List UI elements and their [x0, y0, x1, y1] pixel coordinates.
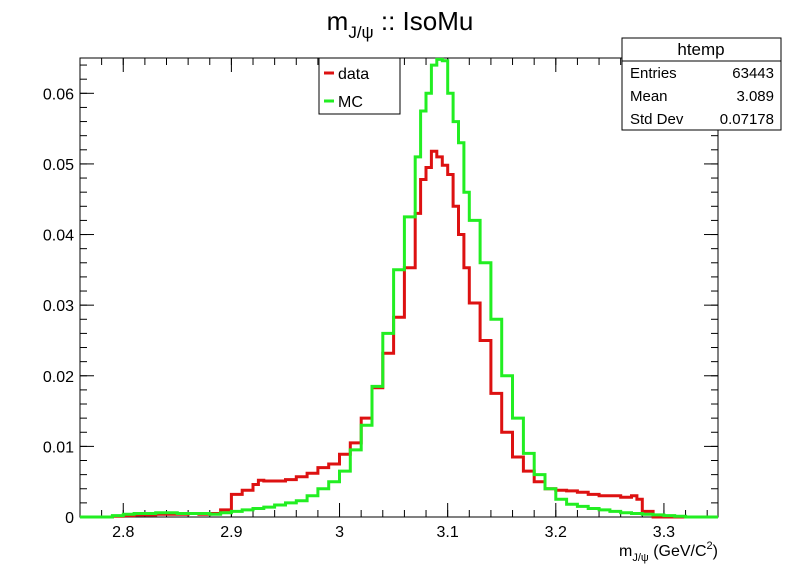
stats-value-entries: 63443 — [732, 65, 774, 82]
stats-title: htemp — [677, 40, 724, 59]
y-tick-label: 0.01 — [43, 439, 74, 456]
stats-label-entries: Entries — [630, 65, 677, 82]
x-tick-label: 3.2 — [545, 524, 567, 541]
x-tick-label: 2.8 — [112, 524, 134, 541]
x-axis-label: mJ/ψ (GeV/C2) — [619, 540, 718, 564]
x-tick-label: 3 — [335, 524, 344, 541]
x-tick-label: 2.9 — [220, 524, 242, 541]
y-tick-label: 0.04 — [43, 228, 74, 245]
legend: data MC — [318, 57, 401, 115]
y-tick-label: 0.05 — [43, 157, 74, 174]
y-tick-label: 0.03 — [43, 298, 74, 315]
series-data-line — [80, 149, 718, 519]
stats-label-mean: Mean — [630, 88, 668, 105]
stats-box-frame — [621, 37, 782, 131]
series-mc-line — [80, 57, 718, 519]
y-tick-label: 0.02 — [43, 369, 74, 386]
stats-value-stddev: 0.07178 — [720, 111, 774, 128]
stats-box: htemp Entries 63443 Mean 3.089 Std Dev 0… — [621, 37, 782, 131]
y-tick-label: 0.06 — [43, 86, 74, 103]
x-tick-label: 3.1 — [437, 524, 459, 541]
x-tick-label: 3.3 — [653, 524, 675, 541]
axes: 0 0.01 0.02 0.03 0.04 0.05 0.06 2.8 2.9 3 3.1 3.2 3.… — [43, 58, 718, 541]
y-tick-label: 0 — [65, 510, 74, 527]
stats-label-stddev: Std Dev — [630, 111, 684, 128]
stats-value-mean: 3.089 — [736, 88, 774, 105]
legend-box — [318, 57, 401, 115]
series-group — [80, 57, 718, 519]
legend-label-data: data — [338, 66, 369, 83]
legend-label-mc: MC — [338, 94, 363, 111]
chart-title: mJ/ψ :: IsoMu — [327, 6, 474, 42]
